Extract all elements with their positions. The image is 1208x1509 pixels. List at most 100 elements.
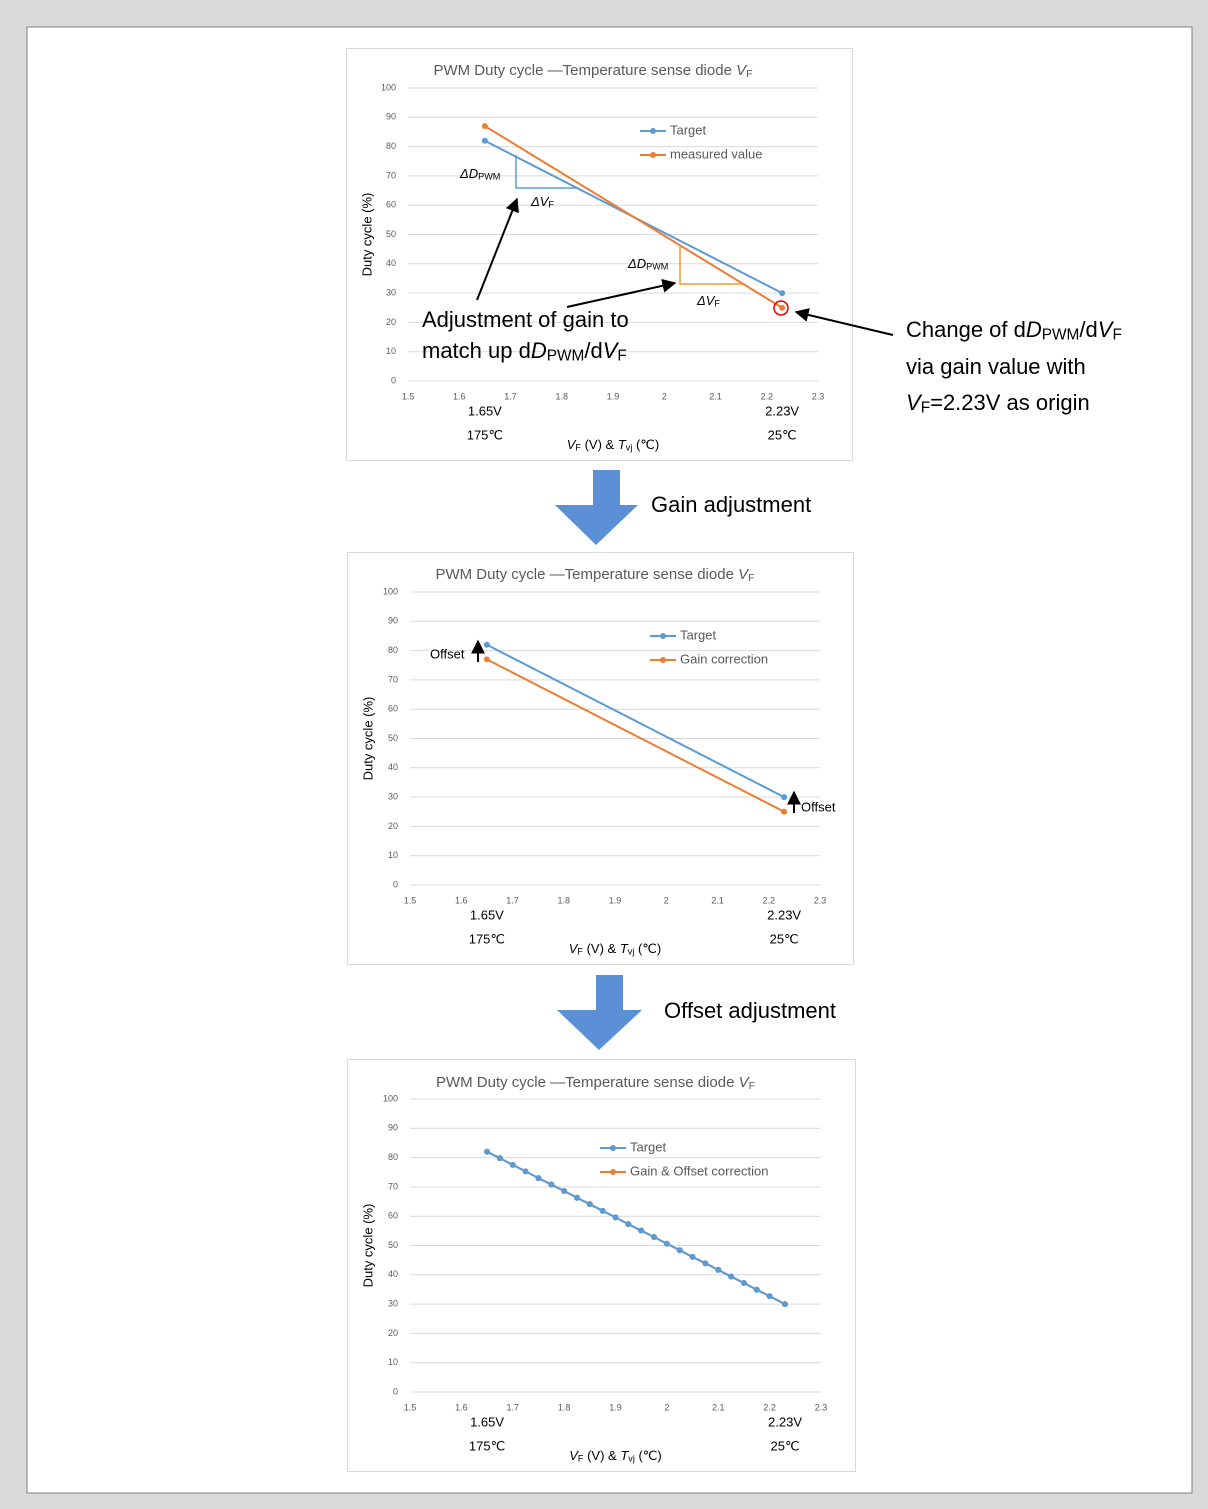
legend-label: Target	[680, 627, 717, 642]
x-tick-label: 1.8	[555, 391, 568, 401]
point	[676, 1247, 683, 1254]
note-part: /d	[1079, 317, 1097, 342]
y-tick-label: 10	[386, 346, 396, 356]
point	[496, 1155, 503, 1162]
axis-note: 1.65V	[470, 1414, 504, 1429]
chart-title: PWM Duty cycle —Temperature sense diode …	[433, 62, 752, 80]
delta-label-part: PWM	[478, 172, 500, 182]
point	[779, 304, 786, 311]
arrow	[566, 278, 677, 308]
x-tick-label: 1.9	[609, 895, 622, 905]
x-axis-label-part: vj	[628, 947, 635, 957]
x-axis-label-part: T	[620, 1448, 629, 1463]
y-axis-label: Duty cycle (%)	[360, 1204, 375, 1288]
y-tick-label: 100	[381, 82, 396, 92]
chart-box	[347, 1059, 856, 1472]
y-tick-label: 50	[386, 229, 396, 239]
point	[625, 1221, 632, 1228]
decorations	[471, 155, 894, 813]
x-tick-label: 2.3	[815, 1402, 828, 1412]
x-axis-label-part: vj	[628, 1454, 635, 1464]
delta-label-part: F	[548, 200, 554, 210]
point	[535, 1175, 542, 1182]
note-part: D	[531, 338, 547, 363]
note-part: V	[603, 338, 620, 363]
delta-label-part: ΔD	[459, 166, 478, 181]
point	[753, 1286, 760, 1293]
x-axis-label-part: F	[575, 443, 581, 453]
x-axis-label-part: T	[620, 941, 629, 956]
x-axis-label-part: V	[567, 437, 577, 452]
delta-label-part: ΔV	[530, 194, 550, 209]
chart-box	[346, 48, 853, 461]
y-tick-label: 90	[388, 616, 398, 626]
point	[651, 1234, 658, 1241]
note-part: match up d	[422, 338, 531, 363]
y-tick-label: 20	[388, 821, 398, 831]
x-tick-label: 1.8	[558, 1402, 571, 1412]
x-axis-label-part: (V) &	[583, 1448, 620, 1463]
point	[781, 808, 788, 815]
point	[728, 1273, 735, 1280]
series-line	[486, 658, 785, 813]
y-tick-label: 50	[388, 733, 398, 743]
delta-triangle	[679, 245, 742, 285]
x-axis-label-part: (℃)	[635, 1448, 662, 1463]
legend-marker	[660, 633, 666, 639]
x-tick-label: 1.7	[504, 391, 517, 401]
x-tick-label: 2.3	[814, 895, 827, 905]
x-axis-label-part: (V) &	[581, 437, 618, 452]
axis-note: 175℃	[469, 1438, 505, 1453]
axis-note: 175℃	[469, 931, 505, 946]
x-tick-label: 2.2	[762, 895, 775, 905]
chart-title: PWM Duty cycle —Temperature sense diode …	[436, 1074, 755, 1092]
point	[715, 1266, 722, 1273]
note: Adjustment of gain to	[422, 307, 629, 332]
legend-label: Gain correction	[680, 651, 768, 666]
legend-label: Gain & Offset correction	[630, 1163, 769, 1178]
chart-title: PWM Duty cycle —Temperature sense diode …	[435, 566, 754, 584]
x-tick-label: 2	[664, 1402, 669, 1412]
chart-title-part: F	[746, 68, 752, 80]
axis-note: 2.23V	[768, 1414, 802, 1429]
x-axis-label-part: T	[618, 437, 627, 452]
chart-title-part: PWM Duty cycle —Temperature sense diode	[436, 1074, 739, 1091]
point	[766, 1293, 773, 1300]
point	[481, 137, 488, 144]
x-tick-label: 1.7	[506, 1402, 519, 1412]
note-part: F	[921, 400, 930, 417]
y-tick-label: 70	[386, 170, 396, 180]
step-label: Gain adjustment	[651, 492, 811, 517]
axis-note: 25℃	[771, 1438, 800, 1453]
x-axis-label-part: F	[577, 947, 583, 957]
x-tick-label: 2.1	[711, 895, 724, 905]
x-tick-label: 1.6	[455, 895, 468, 905]
series-line	[484, 125, 783, 309]
series-line	[486, 643, 785, 798]
delta-label: ΔVF	[530, 194, 554, 210]
axis-note: 2.23V	[767, 907, 801, 922]
point	[483, 656, 490, 663]
delta-triangle	[515, 155, 578, 189]
y-tick-label: 90	[386, 112, 396, 122]
x-axis-label-part: (V) &	[583, 941, 620, 956]
y-tick-label: 10	[388, 850, 398, 860]
x-tick-label: 1.6	[455, 1402, 468, 1412]
x-tick-label: 1.5	[402, 391, 415, 401]
x-tick-label: 1.5	[404, 1402, 417, 1412]
chart-title-part: V	[739, 1074, 751, 1091]
chart-title-part: F	[749, 1080, 755, 1092]
point	[509, 1161, 516, 1168]
y-tick-label: 100	[383, 586, 398, 596]
point	[782, 1301, 789, 1308]
y-tick-label: 40	[388, 762, 398, 772]
point	[781, 794, 788, 801]
legend-marker	[650, 128, 656, 134]
x-axis-label: VF (V) & Tvj (℃)	[569, 1448, 661, 1464]
x-axis-label-part: V	[569, 941, 579, 956]
x-axis-label-part: V	[569, 1448, 579, 1463]
axis-note: 1.65V	[468, 403, 502, 418]
point	[702, 1260, 709, 1267]
arrow	[476, 197, 519, 301]
